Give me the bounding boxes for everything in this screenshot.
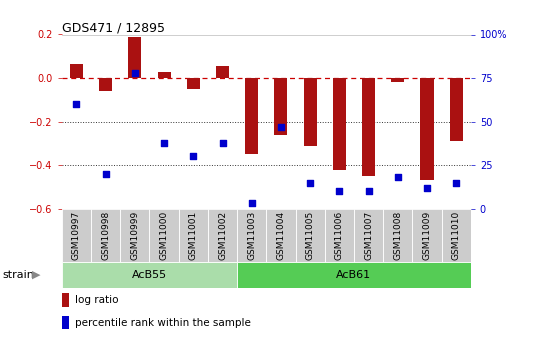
Text: GSM11009: GSM11009 — [422, 211, 431, 260]
Text: GSM11007: GSM11007 — [364, 211, 373, 260]
Bar — [70, 64, 83, 78]
Bar — [237, 209, 266, 262]
Bar — [266, 209, 295, 262]
Text: GSM11000: GSM11000 — [160, 211, 168, 260]
Point — [306, 180, 314, 185]
Point — [393, 175, 402, 180]
Text: GSM10998: GSM10998 — [101, 211, 110, 260]
Bar — [303, 78, 317, 146]
Bar — [91, 209, 121, 262]
Point — [335, 188, 344, 194]
Bar — [295, 209, 325, 262]
Bar — [128, 37, 141, 78]
Bar — [62, 262, 237, 288]
Bar — [179, 209, 208, 262]
Bar — [412, 209, 442, 262]
Bar — [62, 209, 91, 262]
Text: GSM10997: GSM10997 — [72, 211, 81, 260]
Bar — [245, 78, 258, 154]
Text: GSM11005: GSM11005 — [306, 211, 315, 260]
Bar — [187, 78, 200, 89]
Text: percentile rank within the sample: percentile rank within the sample — [75, 318, 251, 328]
Bar — [354, 209, 383, 262]
Bar — [158, 71, 171, 78]
Bar — [99, 78, 112, 91]
Text: strain: strain — [3, 270, 34, 280]
Bar — [274, 78, 287, 135]
Point — [189, 154, 197, 159]
Bar — [391, 78, 404, 82]
Bar — [216, 66, 229, 78]
Text: GSM11001: GSM11001 — [189, 211, 198, 260]
Bar — [332, 78, 346, 169]
Bar — [150, 209, 179, 262]
Bar — [383, 209, 412, 262]
Point — [218, 140, 227, 145]
Text: GSM11006: GSM11006 — [335, 211, 344, 260]
Bar — [237, 262, 471, 288]
Bar — [325, 209, 354, 262]
Point — [101, 171, 110, 177]
Point — [277, 124, 285, 130]
Bar — [450, 78, 463, 141]
Point — [364, 188, 373, 194]
Bar — [121, 209, 150, 262]
Text: GSM11003: GSM11003 — [247, 211, 256, 260]
Text: AcB55: AcB55 — [132, 270, 167, 280]
Bar — [208, 209, 237, 262]
Text: GSM10999: GSM10999 — [130, 211, 139, 260]
Bar — [442, 209, 471, 262]
Text: GSM11002: GSM11002 — [218, 211, 227, 260]
Text: GDS471 / 12895: GDS471 / 12895 — [62, 21, 165, 34]
Bar — [420, 78, 434, 180]
Point — [423, 185, 431, 190]
Point — [452, 180, 461, 185]
Point — [247, 201, 256, 206]
Text: GSM11010: GSM11010 — [451, 211, 461, 260]
Text: GSM11004: GSM11004 — [277, 211, 286, 260]
Text: GSM11008: GSM11008 — [393, 211, 402, 260]
Text: log ratio: log ratio — [75, 295, 119, 305]
Bar — [62, 294, 69, 307]
Bar — [62, 316, 69, 329]
Text: ▶: ▶ — [32, 270, 41, 280]
Text: AcB61: AcB61 — [336, 270, 372, 280]
Point — [72, 101, 81, 107]
Point — [160, 140, 168, 145]
Point — [131, 70, 139, 76]
Bar — [362, 78, 375, 176]
